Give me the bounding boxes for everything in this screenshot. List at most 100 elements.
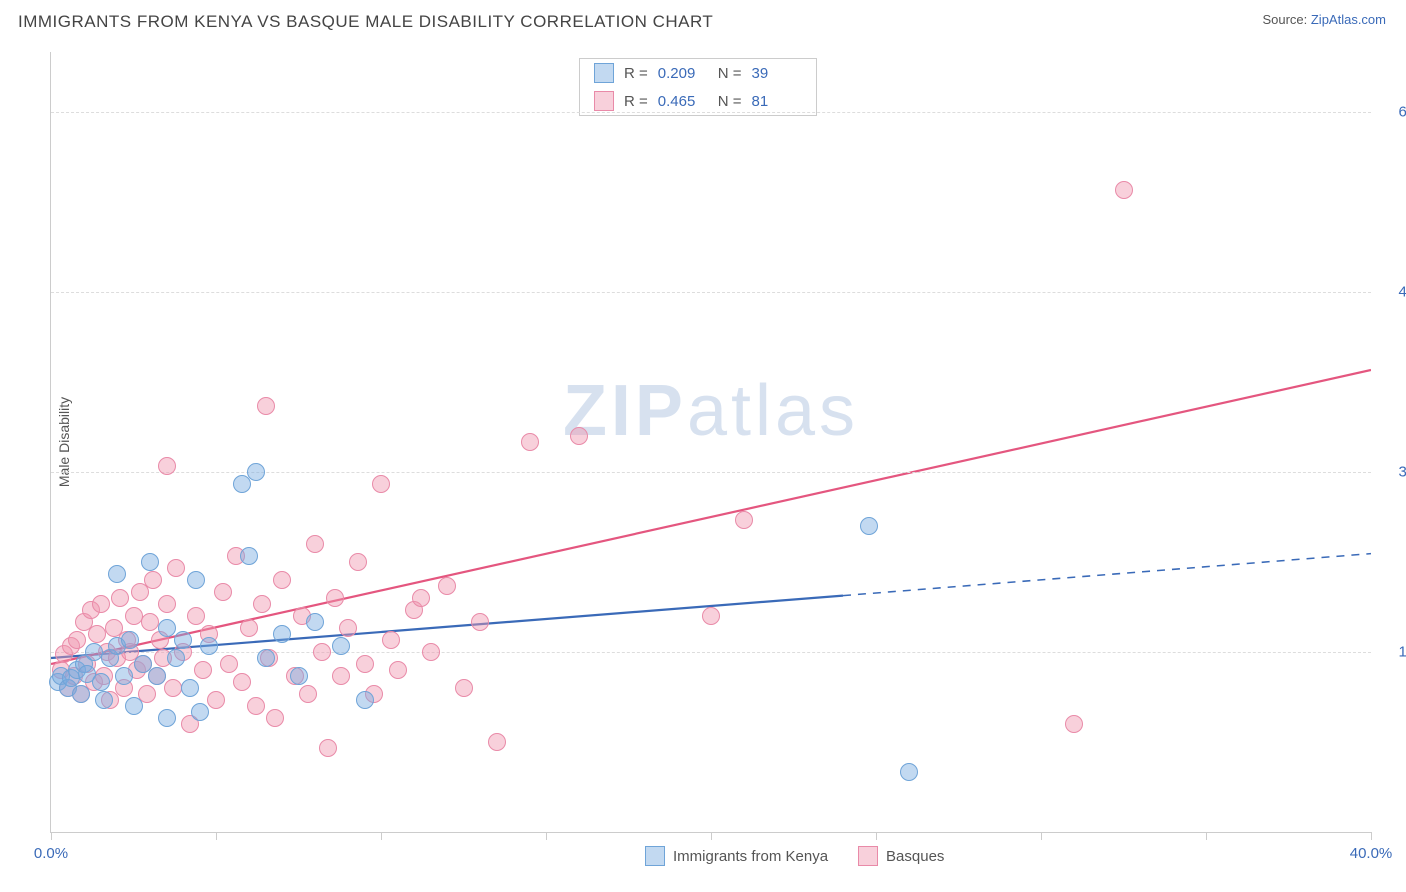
data-point — [187, 607, 205, 625]
x-tick — [1371, 832, 1372, 840]
data-point — [125, 697, 143, 715]
data-point — [111, 589, 129, 607]
watermark: ZIPatlas — [563, 370, 859, 452]
gridline — [51, 292, 1371, 293]
data-point — [247, 463, 265, 481]
legend-n-value: 39 — [752, 65, 802, 82]
data-point — [141, 553, 159, 571]
x-tick-label: 40.0% — [1350, 845, 1393, 862]
data-point — [266, 709, 284, 727]
source-link[interactable]: ZipAtlas.com — [1311, 12, 1386, 27]
series-legend: Immigrants from Kenya Basques — [645, 846, 944, 866]
data-point — [349, 553, 367, 571]
data-point — [860, 517, 878, 535]
data-point — [306, 613, 324, 631]
legend-r-value: 0.209 — [658, 65, 708, 82]
x-tick — [1041, 832, 1042, 840]
data-point — [257, 649, 275, 667]
x-tick — [546, 832, 547, 840]
data-point — [471, 613, 489, 631]
data-point — [194, 661, 212, 679]
legend-r-label: R = — [624, 93, 648, 110]
data-point — [382, 631, 400, 649]
data-point — [900, 763, 918, 781]
data-point — [88, 625, 106, 643]
x-tick — [711, 832, 712, 840]
legend-swatch — [594, 63, 614, 83]
data-point — [125, 607, 143, 625]
data-point — [438, 577, 456, 595]
data-point — [412, 589, 430, 607]
data-point — [167, 559, 185, 577]
data-point — [306, 535, 324, 553]
data-point — [108, 565, 126, 583]
regression-lines — [51, 52, 1371, 832]
data-point — [220, 655, 238, 673]
data-point — [92, 673, 110, 691]
data-point — [92, 595, 110, 613]
data-point — [247, 697, 265, 715]
data-point — [68, 631, 86, 649]
data-point — [356, 691, 374, 709]
data-point — [253, 595, 271, 613]
y-tick-label: 60.0% — [1381, 104, 1406, 121]
data-point — [488, 733, 506, 751]
data-point — [85, 643, 103, 661]
data-point — [181, 679, 199, 697]
data-point — [141, 613, 159, 631]
data-point — [299, 685, 317, 703]
data-point — [273, 625, 291, 643]
data-point — [200, 637, 218, 655]
data-point — [167, 649, 185, 667]
data-point — [72, 685, 90, 703]
scatter-chart: Male Disability ZIPatlas R = 0.209 N = 3… — [50, 52, 1371, 833]
legend-r-label: R = — [624, 65, 648, 82]
data-point — [115, 667, 133, 685]
legend-series-name: Immigrants from Kenya — [673, 848, 828, 865]
data-point — [290, 667, 308, 685]
data-point — [702, 607, 720, 625]
legend-series-name: Basques — [886, 848, 944, 865]
data-point — [158, 595, 176, 613]
source-attribution: Source: ZipAtlas.com — [1262, 12, 1386, 27]
data-point — [164, 679, 182, 697]
data-point — [240, 547, 258, 565]
x-tick — [381, 832, 382, 840]
data-point — [158, 709, 176, 727]
legend-n-value: 81 — [752, 93, 802, 110]
data-point — [332, 637, 350, 655]
data-point — [339, 619, 357, 637]
legend-item: Basques — [858, 846, 944, 866]
legend-n-label: N = — [718, 93, 742, 110]
x-tick-label: 0.0% — [34, 845, 68, 862]
data-point — [207, 691, 225, 709]
correlation-legend: R = 0.209 N = 39 R = 0.465 N = 81 — [579, 58, 817, 116]
data-point — [148, 667, 166, 685]
x-tick — [216, 832, 217, 840]
data-point — [389, 661, 407, 679]
data-point — [95, 691, 113, 709]
x-tick — [51, 832, 52, 840]
legend-swatch — [594, 91, 614, 111]
data-point — [174, 631, 192, 649]
y-tick-label: 30.0% — [1381, 464, 1406, 481]
legend-swatch — [858, 846, 878, 866]
data-point — [735, 511, 753, 529]
data-point — [326, 589, 344, 607]
gridline — [51, 112, 1371, 113]
data-point — [332, 667, 350, 685]
data-point — [240, 619, 258, 637]
legend-r-value: 0.465 — [658, 93, 708, 110]
data-point — [273, 571, 291, 589]
regression-line-extrapolated — [843, 554, 1371, 596]
data-point — [372, 475, 390, 493]
legend-swatch — [645, 846, 665, 866]
data-point — [1065, 715, 1083, 733]
y-axis-label: Male Disability — [56, 397, 72, 487]
data-point — [158, 619, 176, 637]
data-point — [144, 571, 162, 589]
data-point — [570, 427, 588, 445]
data-point — [455, 679, 473, 697]
data-point — [158, 457, 176, 475]
data-point — [233, 673, 251, 691]
